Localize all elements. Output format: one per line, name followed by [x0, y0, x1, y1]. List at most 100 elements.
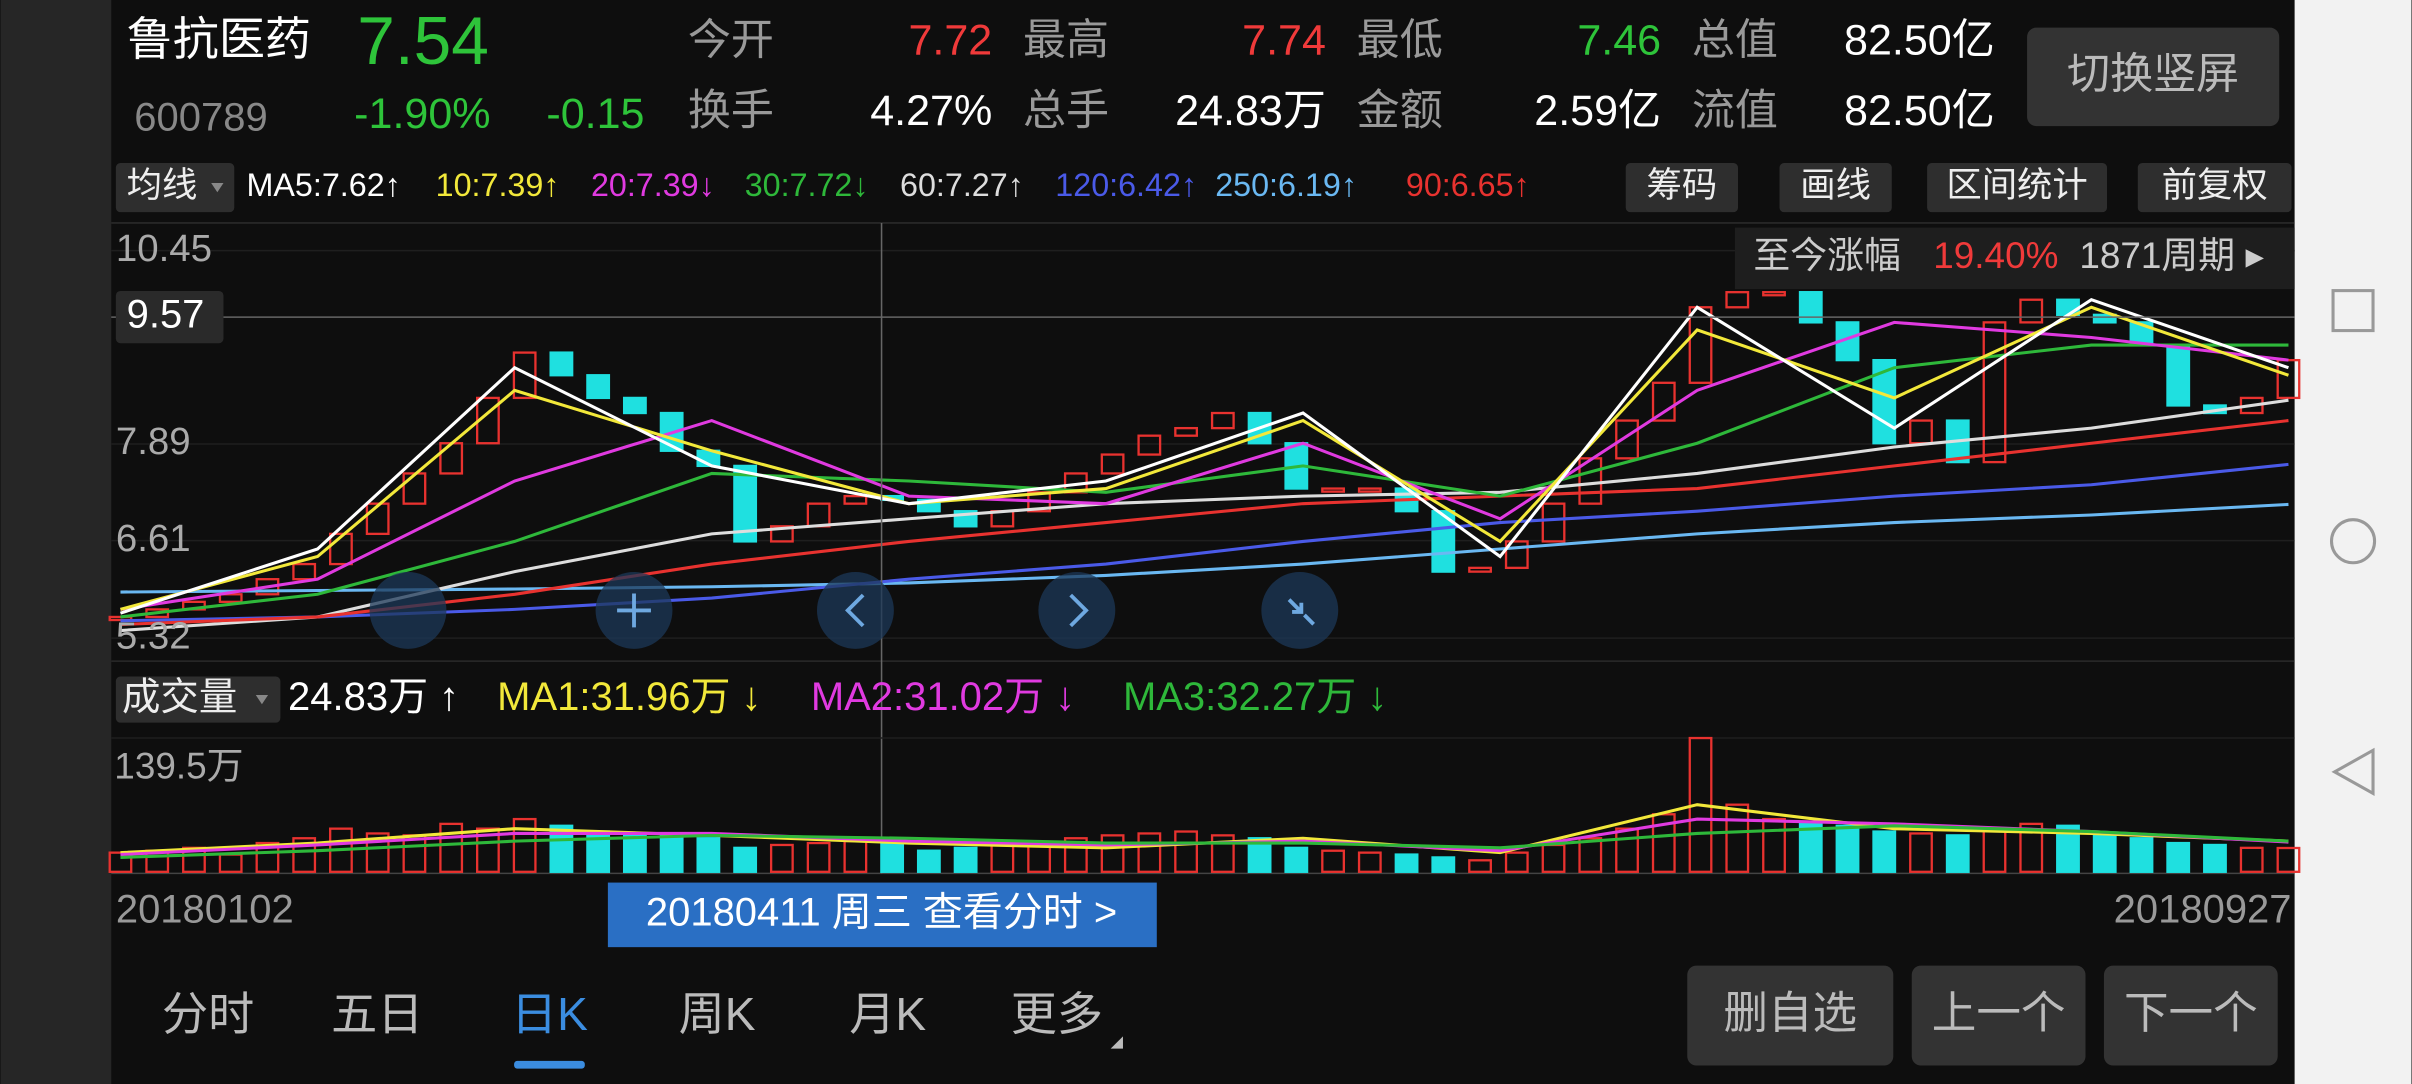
ma-value: 120:6.42↑ [1055, 167, 1197, 203]
candle [2092, 313, 2117, 324]
nav-back[interactable] [2331, 747, 2375, 797]
volume-bar [1798, 822, 1823, 873]
volume-bar [1725, 803, 1750, 873]
ma-line [119, 298, 2289, 615]
left-strip [0, 0, 112, 1084]
volume-bar [2166, 841, 2191, 873]
volume-bar [953, 846, 978, 873]
volume-current: 24.83万 ↑ [288, 675, 459, 719]
orientation-label[interactable]: 切换竖屏 [2067, 50, 2239, 98]
candle [1651, 381, 1676, 422]
volume-bar [806, 841, 831, 873]
volume-bar [1100, 834, 1125, 873]
volume-bar [2129, 837, 2154, 873]
volume-selector[interactable] [115, 676, 281, 723]
orientation-button[interactable] [2027, 27, 2280, 127]
chart-control-icon[interactable] [1069, 593, 1089, 628]
tool-label[interactable]: 筹码 [1647, 166, 1718, 205]
chart-control[interactable] [1038, 571, 1116, 649]
volume-bar [2203, 843, 2227, 873]
volume-bar [1357, 851, 1382, 873]
volume-bar [476, 827, 500, 873]
info-change[interactable]: 19.40% [1933, 235, 2058, 276]
volume-bar [1578, 837, 1603, 873]
candle [733, 464, 758, 543]
ma-line [120, 398, 2289, 633]
volume-bar [1063, 837, 1088, 873]
tool-label[interactable]: 画线 [1800, 166, 1871, 205]
stock-name: 鲁抗医药 [127, 13, 311, 65]
tool-label[interactable]: 区间统计 [1946, 166, 2087, 205]
volume-bar [2092, 832, 2117, 873]
volume-bar [1762, 817, 1786, 873]
tool-button[interactable] [2137, 162, 2292, 213]
volume-bar [1210, 834, 1235, 873]
ma-value: 20:7.39↓ [591, 167, 715, 203]
volume-bar [365, 832, 390, 873]
nav-home[interactable] [2329, 518, 2377, 565]
volume-ma-value: MA1:31.96万 ↓ [497, 675, 761, 719]
tab[interactable]: 月K [849, 988, 926, 1040]
tool-label[interactable]: 前复权 [2162, 166, 2268, 205]
volume-selector-label[interactable]: 成交量 [122, 676, 237, 719]
action-label[interactable]: 上一个 [1932, 989, 2066, 1038]
chart-control-icon[interactable] [1287, 598, 1315, 626]
volume-ma-value: MA3:32.27万 ↓ [1123, 675, 1387, 719]
tab[interactable]: 五日 [331, 988, 423, 1040]
tooltip-label[interactable]: 20180411 周三 查看分时 > [646, 890, 1117, 934]
volume-bar [1504, 851, 1529, 873]
change: -0.15 [546, 90, 644, 138]
action-button[interactable] [1687, 965, 1894, 1066]
volume-bar [1247, 837, 1272, 873]
chart-control-icon[interactable] [845, 593, 865, 628]
chart-control-icon[interactable] [617, 593, 651, 628]
candle [1725, 291, 1750, 309]
tooltip-box[interactable] [607, 882, 1157, 948]
candle [1615, 419, 1639, 460]
volume-bar [1909, 832, 1933, 873]
ma-value: 10:7.39↑ [436, 167, 560, 203]
tab[interactable]: 周K [679, 988, 756, 1040]
tool-button[interactable] [1625, 162, 1739, 213]
nav-bar [2294, 0, 2412, 1084]
stat-value: 24.83万 [1175, 87, 1326, 135]
action-button[interactable] [2103, 965, 2278, 1066]
candle [2166, 343, 2191, 407]
tab[interactable]: 分时 [162, 988, 254, 1040]
candle [512, 351, 537, 400]
candle [1174, 426, 1199, 437]
content: 鲁抗医药 7.54 600789 -1.90% -0.15 今开 7.72 最高 7.74 最低 7… [108, 4, 2301, 1069]
price-tick-label: 5.32 [116, 614, 191, 657]
ma-selector-label[interactable]: 均线 [127, 166, 198, 205]
volume-bar [1137, 832, 1162, 873]
volume-ma-line [120, 824, 2289, 859]
tool-button[interactable] [1927, 162, 2108, 213]
crosshair-label: 9.57 [127, 293, 205, 337]
stock-code: 600789 [134, 95, 267, 139]
chart-control[interactable] [816, 571, 894, 649]
tool-button[interactable] [1779, 162, 1892, 213]
nav-recent[interactable] [2331, 289, 2375, 333]
ma-value: MA5:7.62↑ [247, 167, 401, 203]
info-label[interactable]: 至今涨幅 [1753, 235, 1901, 276]
stat-label: 最高 [1023, 16, 1109, 64]
ma-selector[interactable] [115, 162, 235, 213]
action-label[interactable]: 删自选 [1723, 989, 1857, 1038]
ma-value: 250:6.19↑ [1215, 167, 1357, 203]
info-periods[interactable]: 1871周期 ▸ [2079, 235, 2264, 276]
price-tick-label: 10.45 [116, 227, 212, 270]
price: 7.54 [357, 4, 489, 79]
stat-value: 82.50亿 [1844, 16, 1995, 64]
stat-value: 2.59亿 [1534, 87, 1661, 135]
info-box[interactable] [1734, 227, 2295, 290]
chart-control[interactable] [369, 571, 447, 649]
tab-indicator [514, 1060, 585, 1069]
stat-value: 7.46 [1577, 16, 1661, 64]
tab[interactable]: 更多 [1011, 988, 1103, 1040]
action-label[interactable]: 下一个 [2124, 989, 2258, 1038]
candle [1321, 487, 1345, 493]
tab[interactable]: 日K [511, 988, 588, 1040]
ma-line [120, 343, 2289, 619]
volume-bar [769, 843, 794, 873]
action-button[interactable] [1911, 965, 2086, 1066]
